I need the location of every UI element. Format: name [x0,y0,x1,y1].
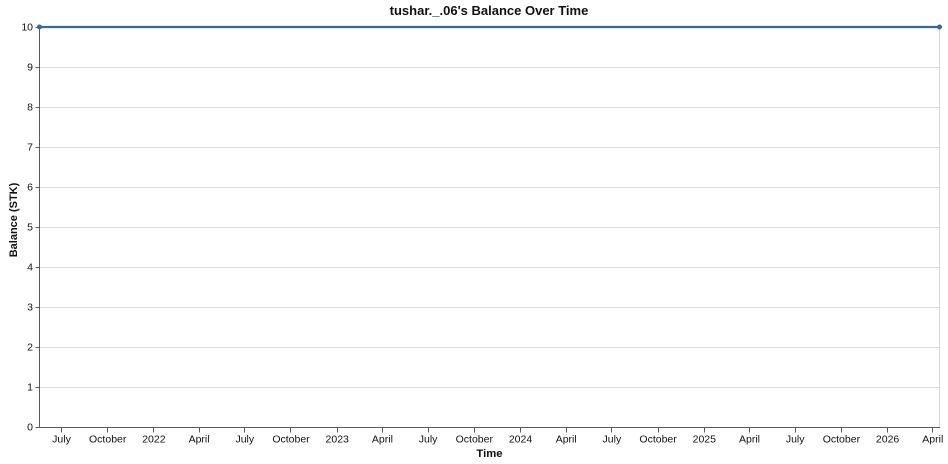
svg-text:7: 7 [27,142,33,154]
svg-text:July: July [52,434,71,446]
svg-text:8: 8 [27,102,33,114]
svg-text:2024: 2024 [509,434,533,446]
svg-text:tushar._.06's Balance Over Tim: tushar._.06's Balance Over Time [390,3,589,18]
svg-text:3: 3 [27,302,33,314]
svg-text:0: 0 [27,422,33,434]
svg-text:April: April [372,434,393,446]
svg-text:October: October [823,434,861,446]
svg-text:2: 2 [27,342,33,354]
svg-text:Balance (STK): Balance (STK) [8,182,20,257]
svg-text:2025: 2025 [693,434,717,446]
svg-text:October: October [639,434,677,446]
svg-text:9: 9 [27,62,33,74]
svg-text:July: July [419,434,438,446]
svg-text:April: April [922,434,943,446]
svg-text:April: April [189,434,210,446]
svg-text:April: April [556,434,577,446]
svg-text:April: April [739,434,760,446]
svg-text:1: 1 [27,382,33,394]
svg-text:6: 6 [27,182,33,194]
svg-text:2022: 2022 [142,434,166,446]
svg-text:July: July [235,434,254,446]
svg-text:October: October [456,434,494,446]
svg-text:October: October [89,434,127,446]
svg-text:10: 10 [21,22,33,34]
svg-text:October: October [272,434,310,446]
svg-text:2023: 2023 [326,434,350,446]
svg-text:4: 4 [27,262,33,274]
svg-text:July: July [603,434,622,446]
svg-text:July: July [786,434,805,446]
svg-text:5: 5 [27,222,33,234]
svg-text:2026: 2026 [876,434,900,446]
svg-text:Time: Time [476,448,502,460]
